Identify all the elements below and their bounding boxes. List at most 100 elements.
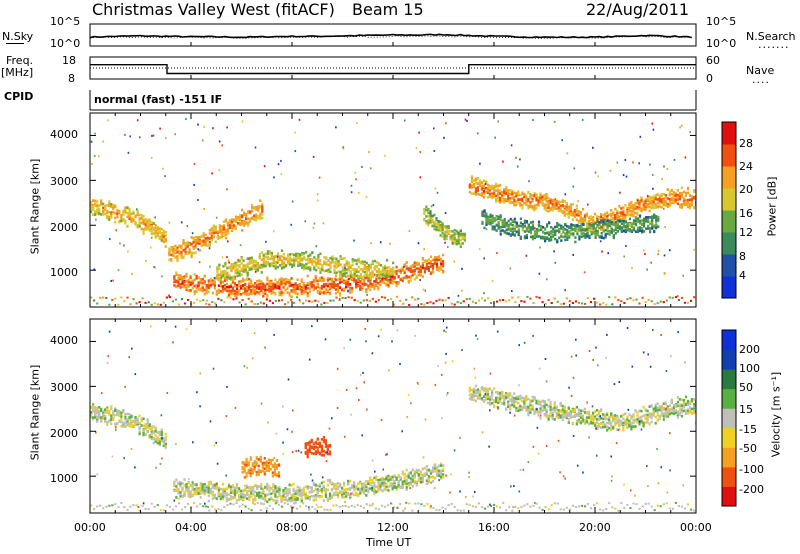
power-cell-4 [425,208,428,212]
power-cell-5 [529,193,532,196]
power-cell-3 [224,269,227,273]
power-cell-3 [280,267,284,270]
power-cell-3 [331,255,334,259]
power-ground-cell [311,300,314,303]
power-cell-5 [547,206,550,209]
power-cell-2 [419,274,422,277]
power-cell-4 [445,227,448,230]
power-cell-0 [124,208,127,212]
power-cell-5 [509,199,512,202]
velocity-cell-0 [162,444,165,448]
power-ground-cell [147,301,150,304]
power-cell-0 [134,215,137,219]
power-cell-6 [562,230,565,234]
power-cell-5 [511,197,514,200]
power-cell-1 [261,213,264,216]
power-cell-2 [197,276,200,279]
power-cell-2 [197,282,200,286]
power-cell-6 [568,236,571,239]
velocity-cell-1 [302,487,305,490]
power-cell-2 [302,286,305,290]
power-cell-2 [242,279,245,282]
power-cell-3 [347,263,350,266]
power-cell-3 [309,266,312,269]
power-cell-1 [210,235,213,238]
velocity-cell-1 [203,489,206,493]
power-cell-6 [643,230,646,233]
power-noise-point [211,172,213,175]
power-cell-2 [339,294,342,297]
power-cell-5 [640,209,643,213]
velocity-cell-1 [187,495,190,498]
power-cell-2 [395,265,398,269]
velocity-cell-1 [238,498,241,502]
power-cell-3 [351,263,354,267]
power-cell-2 [227,286,231,290]
velocity-cell-1 [213,493,216,497]
power-cell-3 [232,277,235,281]
power-cell-5 [521,203,524,207]
power-cell-2 [191,287,194,290]
power-cell-3 [381,273,385,276]
power-cell-0 [136,213,139,217]
velocity-cell-1 [272,498,275,502]
power-cell-0 [98,204,101,207]
power-cell-6 [560,235,563,238]
power-cell-0 [106,211,109,215]
power-cell-5 [638,201,641,205]
power-cell-2 [185,274,188,278]
power-cell-5 [535,198,538,202]
power-cell-3 [379,270,383,273]
power-cell-0 [126,215,129,219]
power-cell-5 [474,179,477,182]
power-cell-2 [359,288,362,291]
power-cell-5 [569,205,572,209]
power-noise-point [519,158,521,161]
power-cell-2 [227,285,231,288]
power-cell-3 [305,258,308,262]
power-noise-point [159,127,161,130]
power-cell-1 [259,217,262,220]
power-cell-3 [218,278,221,281]
power-cell-2 [254,292,257,295]
freq-left-tick-bottom: 8 [68,72,75,85]
power-cell-5 [622,209,625,213]
power-cell-0 [156,232,159,235]
power-cell-2 [359,286,362,290]
power-ground-cell [144,301,147,304]
power-cell-2 [173,277,176,281]
velocity-cell-1 [300,499,303,503]
power-cell-0 [164,234,167,237]
power-cell-6 [562,227,565,231]
power-ground-cell [650,300,653,303]
power-cell-6 [548,237,551,241]
velocity-cell-1 [324,495,327,498]
power-cell-2 [442,264,445,268]
power-cell-0 [124,219,127,223]
velocity-cell-0 [94,416,97,419]
power-cell-2 [336,283,340,286]
velocity-cell-0 [128,424,131,428]
power-cell-5 [545,193,548,196]
velocity-cell-0 [128,413,131,416]
power-cell-3 [357,257,360,261]
power-cell-3 [216,265,219,269]
power-cell-0 [96,212,99,215]
power-cell-2 [387,278,390,282]
power-cell-4 [455,242,458,246]
power-cell-5 [501,197,504,200]
power-cell-2 [242,277,245,281]
power-cell-3 [381,270,385,273]
power-cell-3 [258,252,261,256]
power-ground-cell [577,301,580,304]
velocity-cell-1 [246,489,249,493]
velocity-cell-1 [314,483,317,487]
power-cell-3 [359,275,362,279]
velocity-cell-0 [164,432,167,436]
power-cell-0 [92,208,95,212]
power-cell-5 [555,202,558,205]
power-cell-2 [379,280,382,283]
power-cell-6 [529,221,533,224]
power-cell-3 [309,267,312,270]
velocity-cell-1 [179,482,182,486]
